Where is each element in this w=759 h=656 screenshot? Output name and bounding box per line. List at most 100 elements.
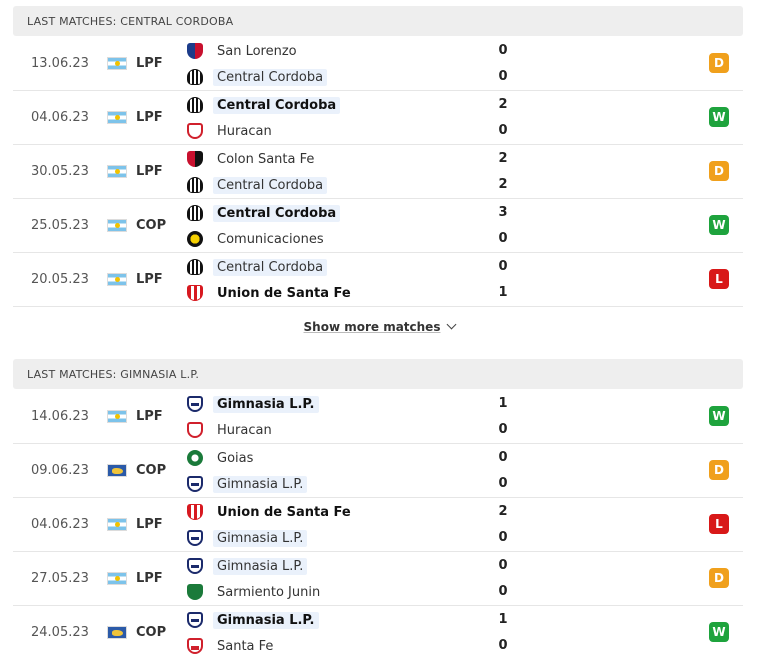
match-row[interactable]: 30.05.23 LPF Colon Santa Fe Central Cordoba…: [13, 145, 743, 199]
competition-label: LPF: [136, 164, 163, 179]
team-logo-icon: [187, 177, 203, 193]
argentina-flag-icon: [107, 111, 127, 124]
match-date: 30.05.23: [31, 164, 89, 179]
match-row[interactable]: 04.06.23 LPF Central Cordoba Huracan 2 0 W: [13, 91, 743, 145]
team-name: Gimnasia L.P.: [213, 529, 308, 547]
competition-label: LPF: [136, 571, 163, 586]
competition-label: LPF: [136, 272, 163, 287]
result-badge: D: [709, 53, 729, 73]
team-name: Gimnasia L.P.: [213, 557, 308, 575]
match-row[interactable]: 09.06.23 COP Goias Gimnasia L.P. 0 0 D: [13, 444, 743, 498]
section-title: LAST MATCHES: CENTRAL CORDOBA: [27, 14, 234, 28]
competition-label: COP: [136, 218, 167, 233]
away-score: 0: [498, 638, 508, 653]
match-row[interactable]: 20.05.23 LPF Central Cordoba Union de Santa…: [13, 253, 743, 307]
team-name: Goias: [217, 450, 254, 466]
team-name: Central Cordoba: [213, 96, 341, 114]
team-logo-icon: [187, 151, 203, 167]
team-logo-icon: [187, 558, 203, 574]
team-name: Huracan: [217, 123, 272, 139]
home-score: 2: [498, 97, 508, 112]
team-home: Gimnasia L.P.: [187, 555, 308, 577]
argentina-flag-icon: [107, 219, 127, 232]
match-date: 04.06.23: [31, 110, 89, 125]
team-name: Colon Santa Fe: [217, 151, 315, 167]
team-logo-icon: [187, 396, 203, 412]
team-away: Central Cordoba: [187, 66, 328, 88]
home-score: 0: [498, 450, 508, 465]
competition-label: COP: [136, 625, 167, 640]
team-home: Central Cordoba: [187, 202, 341, 224]
show-more-matches-button[interactable]: Show more matches: [0, 319, 759, 334]
show-more-label: Show more matches: [303, 320, 441, 334]
match-date: 14.06.23: [31, 409, 89, 424]
result-badge: D: [709, 568, 729, 588]
match-row[interactable]: 24.05.23 COP Gimnasia L.P. Santa Fe 1 0 W: [13, 606, 743, 656]
team-logo-icon: [187, 205, 203, 221]
team-logo-icon: [187, 69, 203, 85]
result-badge: D: [709, 460, 729, 480]
home-score: 0: [498, 259, 508, 274]
team-name: Comunicaciones: [217, 231, 324, 247]
result-badge: W: [709, 107, 729, 127]
team-logo-icon: [187, 97, 203, 113]
team-name: Huracan: [217, 422, 272, 438]
team-home: Central Cordoba: [187, 94, 341, 116]
match-row[interactable]: 27.05.23 LPF Gimnasia L.P. Sarmiento Junin 0…: [13, 552, 743, 606]
team-logo-icon: [187, 584, 203, 600]
team-logo-icon: [187, 43, 203, 59]
team-home: Colon Santa Fe: [187, 148, 318, 170]
result-badge: W: [709, 215, 729, 235]
team-away: Gimnasia L.P.: [187, 473, 308, 495]
argentina-flag-icon: [107, 57, 127, 70]
team-logo-icon: [187, 285, 203, 301]
team-name: Central Cordoba: [213, 204, 341, 222]
team-away: Union de Santa Fe: [187, 282, 355, 304]
argentina-flag-icon: [107, 273, 127, 286]
home-score: 2: [498, 151, 508, 166]
team-logo-icon: [187, 123, 203, 139]
match-date: 27.05.23: [31, 571, 89, 586]
section-header-gimnasia: LAST MATCHES: GIMNASIA L.P.: [13, 359, 743, 389]
away-score: 0: [498, 231, 508, 246]
competition-label: LPF: [136, 517, 163, 532]
team-name: Santa Fe: [217, 638, 274, 654]
team-logo-icon: [187, 638, 203, 654]
team-name: Gimnasia L.P.: [213, 611, 319, 629]
team-home: Gimnasia L.P.: [187, 609, 319, 631]
team-logo-icon: [187, 259, 203, 275]
team-away: Sarmiento Junin: [187, 581, 324, 603]
away-score: 0: [498, 584, 508, 599]
team-logo-icon: [187, 504, 203, 520]
match-date: 04.06.23: [31, 517, 89, 532]
team-away: Central Cordoba: [187, 174, 328, 196]
team-home: San Lorenzo: [187, 40, 301, 62]
home-score: 1: [498, 396, 508, 411]
match-date: 13.06.23: [31, 56, 89, 71]
team-name: Union de Santa Fe: [217, 504, 351, 520]
argentina-flag-icon: [107, 518, 127, 531]
world-flag-icon: [107, 626, 127, 639]
competition-label: LPF: [136, 110, 163, 125]
argentina-flag-icon: [107, 165, 127, 178]
match-row[interactable]: 25.05.23 COP Central Cordoba Comunicaciones…: [13, 199, 743, 253]
team-away: Gimnasia L.P.: [187, 527, 308, 549]
result-badge: W: [709, 622, 729, 642]
team-home: Central Cordoba: [187, 256, 328, 278]
match-row[interactable]: 13.06.23 LPF San Lorenzo Central Cordoba 0 0 D: [13, 37, 743, 91]
team-away: Huracan: [187, 419, 276, 441]
away-score: 2: [498, 177, 508, 192]
away-score: 1: [498, 285, 508, 300]
match-row[interactable]: 14.06.23 LPF Gimnasia L.P. Huracan 1 0 W: [13, 390, 743, 444]
competition-label: LPF: [136, 56, 163, 71]
team-away: Santa Fe: [187, 635, 277, 656]
section-header-central-cordoba: LAST MATCHES: CENTRAL CORDOBA: [13, 6, 743, 36]
team-away: Huracan: [187, 120, 276, 142]
match-row[interactable]: 04.06.23 LPF Union de Santa Fe Gimnasia L.P…: [13, 498, 743, 552]
section-title: LAST MATCHES: GIMNASIA L.P.: [27, 367, 200, 381]
argentina-flag-icon: [107, 572, 127, 585]
home-score: 0: [498, 43, 508, 58]
team-logo-icon: [187, 450, 203, 466]
home-score: 1: [498, 612, 508, 627]
team-home: Goias: [187, 447, 257, 469]
